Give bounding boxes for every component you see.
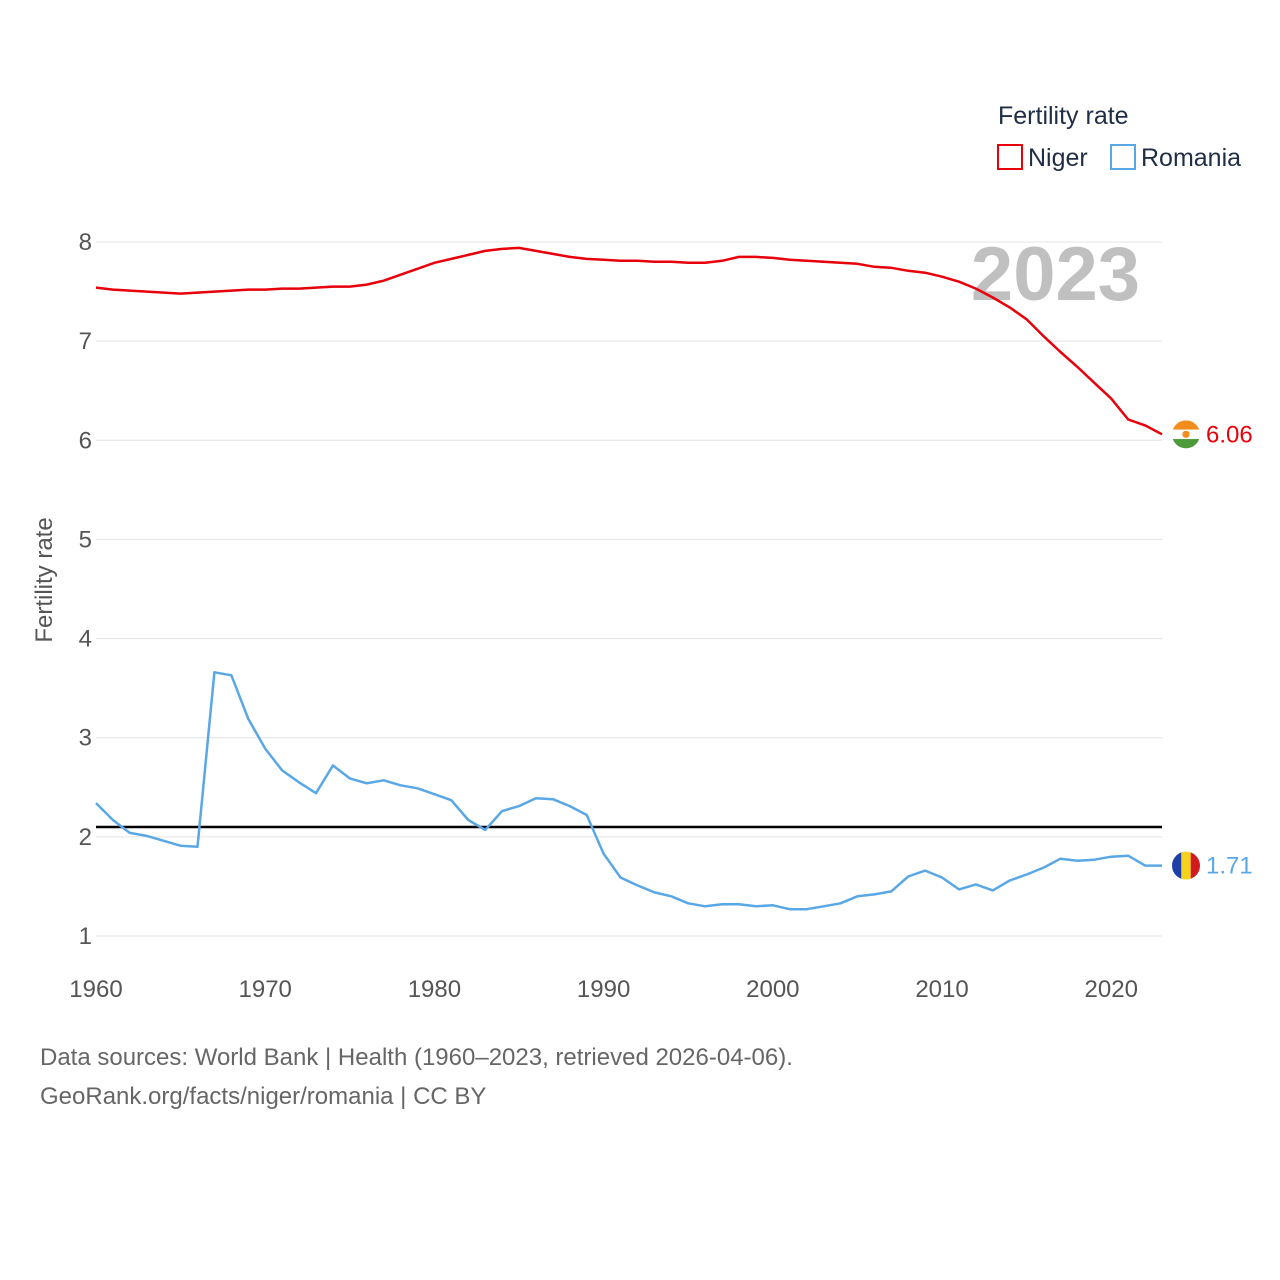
y-tick-label: 7 (79, 328, 92, 355)
legend: Fertility rate Niger Romania (997, 102, 1241, 172)
y-axis-title: Fertility rate (31, 517, 58, 642)
legend-label-romania: Romania (1141, 144, 1241, 172)
gridlines (96, 241, 1162, 937)
y-tick-label: 6 (79, 427, 92, 454)
y-tick-label: 5 (79, 526, 92, 553)
x-tick-label: 1990 (577, 976, 630, 1003)
romania-series-line (95, 671, 1162, 911)
y-tick-label: 4 (79, 626, 92, 653)
x-tick-label: 2010 (915, 976, 968, 1003)
year-label: 2023 (971, 232, 1140, 317)
legend-swatch-niger (997, 144, 1023, 170)
x-tick-label: 2000 (746, 976, 799, 1003)
romania-flag-icon (1172, 851, 1200, 880)
x-tick-label: 1960 (69, 976, 122, 1003)
legend-label-niger: Niger (1028, 144, 1088, 172)
x-tick-label: 2020 (1085, 976, 1138, 1003)
romania-end-value: 1.71 (1206, 853, 1253, 880)
footer-sources: Data sources: World Bank | Health (1960–… (40, 1044, 793, 1071)
niger-series-line (95, 246, 1163, 436)
fertility-rate-chart: 1 2 3 4 5 6 7 8 1960 1970 1980 1990 2000 2010 2020 Fe… (31, 102, 1253, 1003)
x-tick-label: 1970 (239, 976, 292, 1003)
legend-swatch-romania (1110, 144, 1136, 170)
niger-end-value: 6.06 (1206, 421, 1253, 448)
legend-title: Fertility rate (998, 102, 1129, 130)
y-tick-label: 3 (79, 725, 92, 752)
x-axis-ticks: 1960 1970 1980 1990 2000 2010 2020 (69, 976, 1138, 1003)
y-tick-label: 2 (79, 824, 92, 851)
niger-flag-icon (1172, 420, 1200, 449)
footer-attribution: GeoRank.org/facts/niger/romania | CC BY (40, 1083, 487, 1110)
y-tick-label: 8 (79, 229, 92, 256)
y-axis-ticks: 1 2 3 4 5 6 7 8 (79, 229, 92, 950)
y-tick-label: 1 (79, 923, 92, 950)
x-tick-label: 1980 (408, 976, 461, 1003)
